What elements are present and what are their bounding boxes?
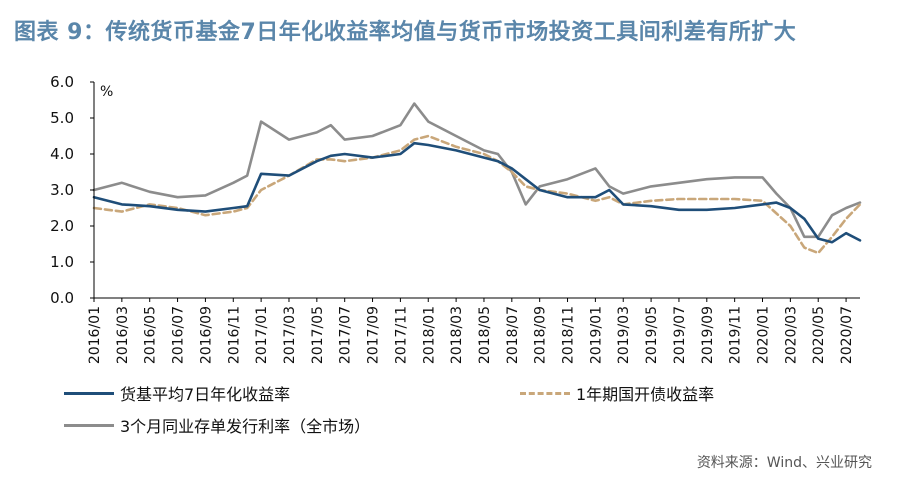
- x-tick-label: 2016/01: [87, 306, 103, 364]
- x-tick-label: 2018/01: [421, 306, 437, 364]
- series-line-cdb-bond-yield: [92, 134, 862, 255]
- x-tick-label: 2016/09: [198, 306, 214, 364]
- x-tick-label: 2019/01: [588, 306, 604, 364]
- x-tick-label: 2020/03: [783, 306, 799, 364]
- x-tick-label: 2016/03: [115, 306, 131, 364]
- x-tick-label: 2018/09: [533, 306, 549, 364]
- x-tick-label: 2019/05: [644, 306, 660, 364]
- x-tick-label: 2020/05: [811, 306, 827, 364]
- y-tick-label: 0.0: [50, 289, 74, 307]
- series-line-ncd-rate: [92, 102, 862, 239]
- source-note: 资料来源：Wind、兴业研究: [696, 455, 872, 471]
- y-tick-label: 5.0: [50, 109, 74, 127]
- x-tick-label: 2017/07: [338, 306, 354, 364]
- y-tick-label: 4.0: [50, 145, 74, 163]
- x-tick-label: 2019/07: [672, 306, 688, 364]
- line-chart: 0.0 1.0 2.0 3.0 4.0 5.0 6.0% 2016/01 2016/03 2016…: [50, 73, 862, 364]
- x-tick-label: 2018/11: [561, 306, 577, 364]
- x-tick-label: 2018/03: [449, 306, 465, 364]
- x-tick-label: 2017/01: [254, 306, 270, 364]
- legend-item-cdb-bond-yield: 1年期国开债收益率: [520, 380, 714, 406]
- y-tick-label: 2.0: [50, 217, 74, 235]
- legend-swatch-solid-blue: [64, 391, 114, 395]
- x-tick-label: 2019/09: [700, 306, 716, 364]
- legend-swatch-dashed-tan: [520, 391, 570, 395]
- legend-swatch-solid-gray: [64, 423, 114, 427]
- axis-layer: 0.0 1.0 2.0 3.0 4.0 5.0 6.0% 2016/01 2016/03 2016…: [50, 73, 860, 364]
- legend-item-mmf-yield: 货基平均7日年化收益率: [64, 380, 290, 406]
- x-tick-label: 2016/11: [226, 306, 242, 364]
- legend-label: 3个月同业存单发行利率（全市场）: [120, 417, 371, 436]
- x-tick-label: 2016/07: [171, 306, 187, 364]
- legend-label: 货基平均7日年化收益率: [120, 385, 291, 404]
- x-tick-label: 2018/07: [505, 306, 521, 364]
- x-tick-label: 2019/03: [616, 306, 632, 364]
- series-line-mmf-yield: [92, 141, 862, 244]
- legend-label: 1年期国开债收益率: [576, 385, 715, 404]
- x-tick-label: 2017/09: [366, 306, 382, 364]
- x-tick-label: 2019/11: [728, 306, 744, 364]
- x-tick-label: 2016/05: [143, 306, 159, 364]
- y-unit-label: %: [100, 84, 113, 100]
- x-tick-label: 2020/07: [839, 306, 855, 364]
- y-tick-label: 3.0: [50, 181, 74, 199]
- series-layer: [92, 102, 862, 255]
- y-tick-label: 6.0: [50, 73, 74, 91]
- x-tick-label: 2018/05: [477, 306, 493, 364]
- y-tick-label: 1.0: [50, 253, 74, 271]
- x-tick-label: 2020/01: [756, 306, 772, 364]
- x-tick-label: 2017/05: [310, 306, 326, 364]
- figure-title: 图表 9：传统货币基金7日年化收益率均值与货币市场投资工具间利差有所扩大: [14, 20, 797, 45]
- x-tick-label: 2017/03: [282, 306, 298, 364]
- x-tick-label: 2017/11: [393, 306, 409, 364]
- legend-item-ncd-rate: 3个月同业存单发行利率（全市场）: [64, 412, 370, 438]
